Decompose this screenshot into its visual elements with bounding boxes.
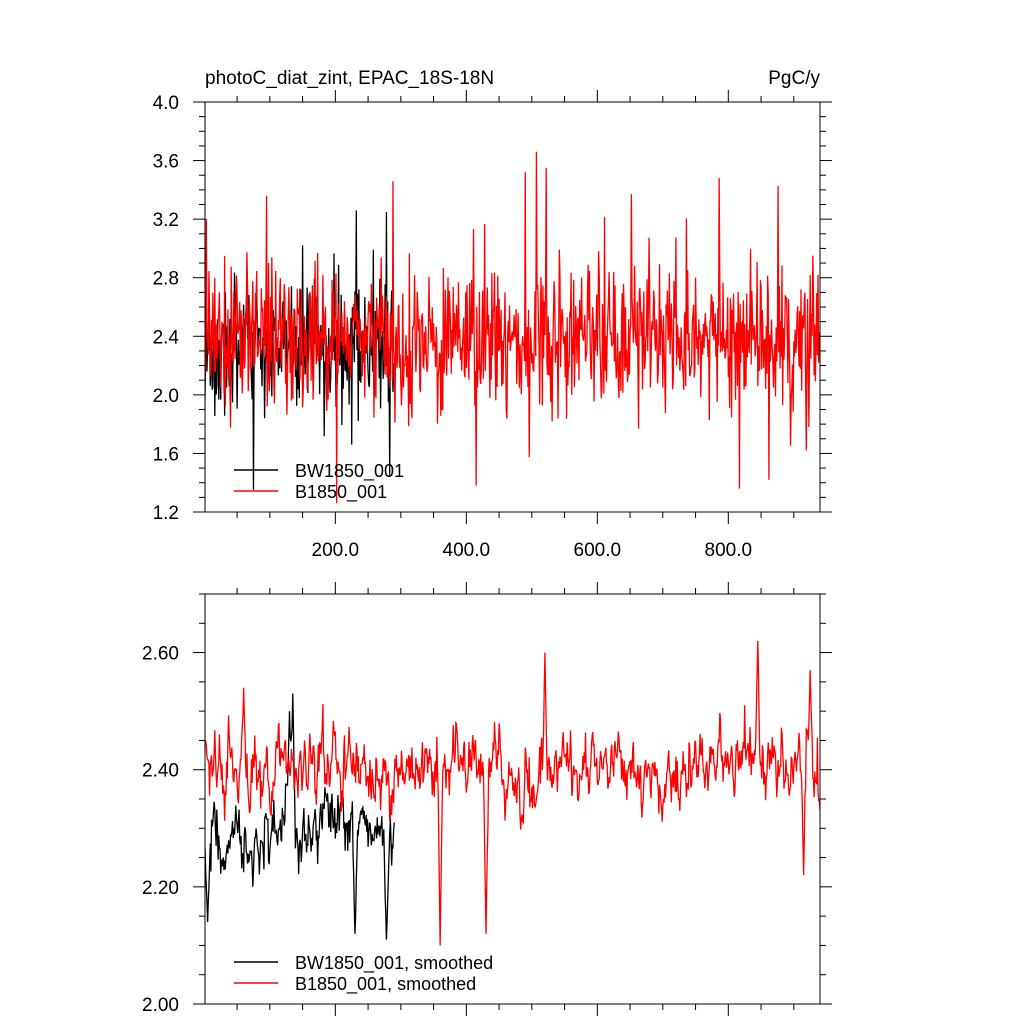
series-line-b1850-001 xyxy=(205,151,820,504)
y-tick-label: 2.0 xyxy=(153,386,179,407)
chart-panel-bottom: 2.00 2.20 2.40 2.60 BW1850_001, smoothedB185… xyxy=(142,582,832,1016)
x-tick-label: 600.0 xyxy=(574,540,622,561)
y-tick-label: 1.2 xyxy=(153,503,179,524)
y-tick-label: 2.8 xyxy=(153,269,179,290)
chart-panel-top: 1.2 1.6 2.0 2.4 2.8 3.2 3.6 4.0 200.0 400.0 600.0 8… xyxy=(153,68,832,561)
y-tick-label: 4.0 xyxy=(153,93,179,114)
chart-title-right: PgC/y xyxy=(768,68,820,89)
legend-label: BW1850_001, smoothed xyxy=(295,953,493,974)
y-tick-label: 2.40 xyxy=(142,761,179,782)
y-tick-label: 3.6 xyxy=(153,152,179,173)
legend-label: BW1850_001 xyxy=(295,461,404,482)
chart-title-left: photoC_diat_zint, EPAC_18S-18N xyxy=(205,68,494,89)
y-tick-label: 2.00 xyxy=(142,995,179,1016)
series-line-b1850-001-smoothed xyxy=(205,640,820,946)
y-tick-label: 1.6 xyxy=(153,444,179,465)
y-tick-label: 2.20 xyxy=(142,878,179,899)
y-tick-label: 3.2 xyxy=(153,210,179,231)
y-tick-label: 2.4 xyxy=(153,327,180,348)
plot-frame xyxy=(204,593,821,1005)
x-tick-label: 400.0 xyxy=(443,540,491,561)
legend-label: B1850_001 xyxy=(295,482,387,503)
legend-label: B1850_001, smoothed xyxy=(295,974,476,995)
y-tick-label: 2.60 xyxy=(142,644,179,665)
x-tick-label: 800.0 xyxy=(705,540,753,561)
series-line-bw1850-001-smoothed xyxy=(205,693,395,940)
x-tick-label: 200.0 xyxy=(312,540,360,561)
